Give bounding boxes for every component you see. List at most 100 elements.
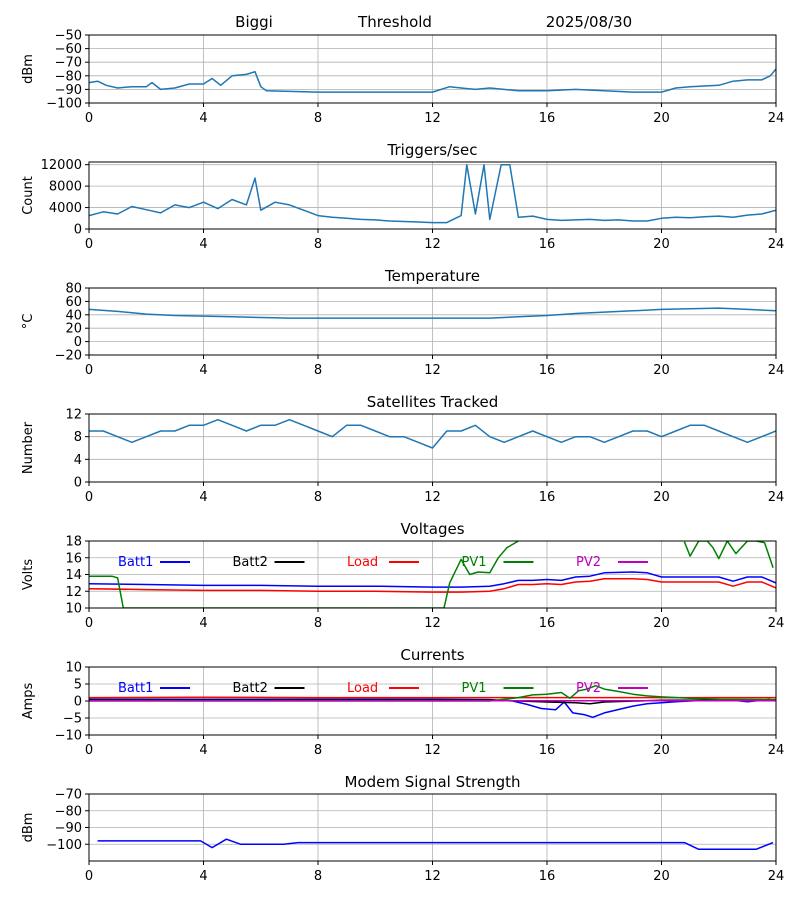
x-tick-label: 8 bbox=[314, 616, 322, 631]
y-tick-label: 4 bbox=[74, 453, 82, 468]
x-tick-label: 4 bbox=[199, 869, 207, 884]
y-tick-label: −60 bbox=[55, 42, 82, 57]
panel-signal: 0 4 8 12 16 20 24 −50−60−70−80−90−100 dBm bbox=[21, 29, 784, 127]
x-tick-label: 24 bbox=[768, 111, 785, 126]
legend-label-pv1: PV1 bbox=[462, 681, 487, 696]
y-tick-label: 8 bbox=[74, 430, 82, 445]
y-tick-label: 5 bbox=[74, 678, 82, 693]
series-line-pv1-segment bbox=[683, 541, 774, 569]
x-tick-label: 4 bbox=[199, 616, 207, 631]
y-tick-label: −50 bbox=[55, 29, 82, 44]
series-line-temperature-0 bbox=[89, 307, 776, 319]
y-tick-label: 10 bbox=[65, 661, 82, 676]
y-axis-label: Count bbox=[21, 176, 36, 215]
x-tick-label: 8 bbox=[314, 111, 322, 126]
y-tick-label: 10 bbox=[65, 602, 82, 617]
x-tick-label: 4 bbox=[199, 363, 207, 378]
panel-satellites: 0 4 8 12 16 20 24 0 4 8 12 Number Satellites Tracked bbox=[21, 393, 784, 505]
x-tick-label: 8 bbox=[314, 869, 322, 884]
x-tick-label: 12 bbox=[424, 111, 441, 126]
y-tick-label: −90 bbox=[55, 83, 82, 98]
x-tick-label: 24 bbox=[768, 363, 785, 378]
y-tick-label: −100 bbox=[46, 838, 82, 853]
y-tick-label: 12 bbox=[65, 408, 82, 423]
x-tick-label: 20 bbox=[653, 869, 670, 884]
y-tick-label: 20 bbox=[65, 322, 82, 337]
panel-title: Modem Signal Strength bbox=[345, 773, 521, 791]
y-tick-label: −20 bbox=[55, 349, 82, 364]
x-tick-label: 12 bbox=[424, 237, 441, 252]
y-tick-label: 8000 bbox=[49, 180, 82, 195]
x-tick-label: 4 bbox=[199, 743, 207, 758]
y-tick-label: 60 bbox=[65, 295, 82, 310]
y-axis-label: Amps bbox=[21, 682, 36, 719]
x-tick-label: 16 bbox=[539, 363, 556, 378]
x-tick-label: 4 bbox=[199, 490, 207, 505]
panel-title: Satellites Tracked bbox=[367, 393, 498, 411]
x-tick-label: 24 bbox=[768, 869, 785, 884]
x-tick-label: 20 bbox=[653, 363, 670, 378]
x-tick-label: 20 bbox=[653, 237, 670, 252]
legend-label-batt1: Batt1 bbox=[118, 681, 153, 696]
y-tick-label: −10 bbox=[55, 729, 82, 744]
x-tick-label: 4 bbox=[199, 111, 207, 126]
panel-title: Triggers/sec bbox=[387, 141, 478, 159]
x-tick-label: 16 bbox=[539, 743, 556, 758]
y-tick-label: 0 bbox=[74, 695, 82, 710]
x-tick-label: 16 bbox=[539, 869, 556, 884]
y-tick-label: 0 bbox=[74, 335, 82, 350]
y-tick-label: −80 bbox=[55, 804, 82, 819]
series-line-satellites-0 bbox=[89, 418, 776, 449]
y-tick-label: −70 bbox=[55, 788, 82, 803]
series-line-triggers-0 bbox=[89, 163, 776, 224]
x-tick-label: 0 bbox=[85, 743, 93, 758]
header-site: Biggi bbox=[235, 13, 273, 31]
legend-label-pv1: PV1 bbox=[462, 555, 487, 570]
x-tick-label: 20 bbox=[653, 743, 670, 758]
y-axis-label: Volts bbox=[21, 559, 36, 591]
series-line-batt1 bbox=[89, 571, 776, 588]
legend-label-batt2: Batt2 bbox=[233, 555, 268, 570]
y-tick-label: 80 bbox=[65, 282, 82, 297]
legend-label-batt2: Batt2 bbox=[233, 681, 268, 696]
x-tick-label: 20 bbox=[653, 616, 670, 631]
x-tick-label: 16 bbox=[539, 111, 556, 126]
x-tick-label: 12 bbox=[424, 616, 441, 631]
x-tick-label: 12 bbox=[424, 490, 441, 505]
x-tick-label: 16 bbox=[539, 490, 556, 505]
y-axis-label: °C bbox=[21, 314, 36, 330]
x-tick-label: 16 bbox=[539, 616, 556, 631]
x-tick-label: 4 bbox=[199, 237, 207, 252]
panel-title: Voltages bbox=[400, 520, 464, 538]
x-tick-label: 0 bbox=[85, 616, 93, 631]
header-date: 2025/08/30 bbox=[546, 13, 632, 31]
legend-label-pv2: PV2 bbox=[576, 681, 601, 696]
x-tick-label: 20 bbox=[653, 490, 670, 505]
y-tick-label: −80 bbox=[55, 69, 82, 84]
header-mode: Threshold bbox=[357, 13, 432, 31]
x-tick-label: 8 bbox=[314, 237, 322, 252]
y-tick-label: 0 bbox=[74, 476, 82, 491]
x-tick-label: 8 bbox=[314, 363, 322, 378]
series-line-pv1 bbox=[89, 541, 519, 608]
panel-modem: 0 4 8 12 16 20 24 −70−80 −90 −100 dBm Modem Signal … bbox=[21, 773, 784, 884]
x-tick-label: 16 bbox=[539, 237, 556, 252]
x-tick-label: 20 bbox=[653, 111, 670, 126]
x-tick-label: 12 bbox=[424, 869, 441, 884]
x-tick-label: 0 bbox=[85, 111, 93, 126]
x-tick-label: 8 bbox=[314, 743, 322, 758]
x-tick-label: 12 bbox=[424, 743, 441, 758]
series-line-batt1 bbox=[89, 698, 771, 719]
x-tick-label: 0 bbox=[85, 237, 93, 252]
panel-triggers: 0 4 8 12 16 20 24 0 4000 8000 12000 Count Triggers/s… bbox=[21, 141, 784, 252]
legend-label-batt1: Batt1 bbox=[118, 555, 153, 570]
y-tick-label: −5 bbox=[63, 712, 82, 727]
y-tick-label: −100 bbox=[46, 97, 82, 112]
panel-title: Temperature bbox=[384, 267, 480, 285]
panel-title: Currents bbox=[400, 646, 464, 664]
y-tick-label: 12 bbox=[65, 585, 82, 600]
y-tick-label: 16 bbox=[65, 551, 82, 566]
y-tick-label: 40 bbox=[65, 308, 82, 323]
